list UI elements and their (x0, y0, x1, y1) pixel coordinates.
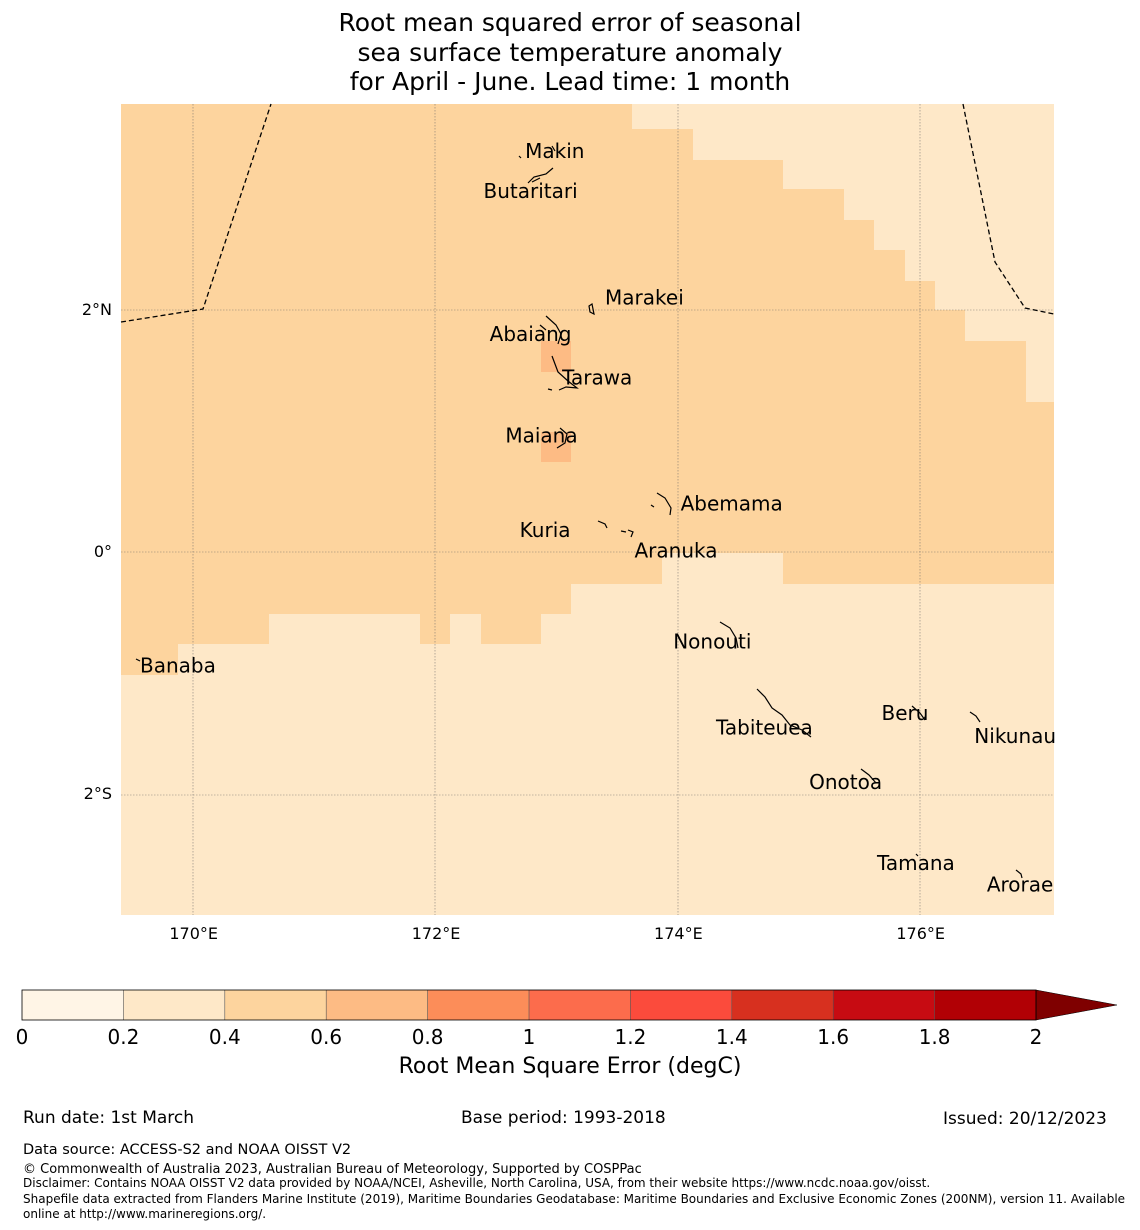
place-label-tamana: Tamana (876, 851, 955, 875)
x-tick-label: 176°E (896, 924, 946, 943)
place-label-nonouti: Nonouti (673, 629, 751, 653)
issued-date: Issued: 20/12/2023 (943, 1109, 1107, 1129)
chart-title: Root mean squared error of seasonal sea … (170, 8, 970, 97)
island-outlines (135, 145, 1023, 879)
island-aranuka (620, 529, 634, 538)
x-tick-label: 172°E (411, 924, 461, 943)
colorbar-bin (326, 990, 428, 1020)
colorbar-tick-label: 1.4 (715, 1025, 748, 1049)
y-tick-label: 2°N (81, 299, 112, 319)
island-makin (518, 145, 556, 159)
island-tabiteuea (756, 688, 812, 738)
island-arorae (1015, 869, 1023, 879)
island-abemama (650, 492, 672, 516)
colorbar-bin (630, 990, 733, 1020)
island-nikunau (969, 711, 981, 723)
place-label-arorae: Arorae (987, 873, 1053, 897)
run-date: Run date: 1st March (23, 1108, 195, 1128)
colorbar-tick-label: 0.8 (411, 1025, 444, 1049)
colorbar-tick-label: 0.2 (107, 1025, 140, 1049)
place-label-tarawa: Tarawa (561, 366, 632, 390)
colorbar-bin (22, 990, 124, 1020)
title-line-3: for April - June. Lead time: 1 month (349, 67, 791, 96)
place-label-beru: Beru (882, 701, 929, 725)
colorbar-tick-label: 1.8 (918, 1025, 951, 1049)
disclaimer: Disclaimer: Contains NOAA OISST V2 data … (23, 1176, 931, 1190)
place-label-marakei: Marakei (605, 286, 684, 310)
island-onotoa (860, 768, 877, 784)
x-tick-label: 170°E (169, 924, 219, 943)
place-label-aranuka: Aranuka (635, 539, 718, 563)
island-butaritari (527, 167, 554, 184)
x-tick-label: 174°E (654, 924, 703, 943)
shapefile-credit-2: online at http://www.marineregions.org/. (23, 1207, 267, 1221)
colorbar-bin (427, 990, 530, 1020)
place-label-onotoa: Onotoa (809, 770, 882, 794)
shapefile-credit-1: Shapefile data extracted from Flanders M… (23, 1192, 1126, 1206)
place-label-kuria: Kuria (520, 518, 571, 542)
place-label-makin: Makin (525, 139, 584, 163)
colorbar-label: Root Mean Square Error (degC) (398, 1054, 742, 1079)
y-tick-label: 2°S (83, 783, 112, 803)
island-banaba (135, 658, 141, 662)
y-tick-label: 0° (93, 541, 112, 561)
place-label-maiana: Maiana (505, 424, 577, 448)
eez-boundary-west (120, 103, 272, 323)
rmse-field-low-south (121, 553, 1054, 915)
eez-boundaries (120, 103, 1055, 323)
title-line-2: sea surface temperature anomaly (357, 37, 783, 67)
map-panel[interactable]: Makin Butaritari Marakei Abaiang Tarawa Maian… (0, 0, 1140, 960)
place-label-nikunau: Nikunau (974, 724, 1056, 748)
graticule (121, 104, 1054, 915)
colorbar-bins (22, 990, 1037, 1020)
colorbar-bin (934, 990, 1037, 1020)
island-beru (911, 705, 926, 721)
colorbar-tick-label: 1 (522, 1025, 536, 1049)
place-label-butaritari: Butaritari (484, 179, 578, 203)
colorbar-extend-arrow (1035, 989, 1118, 1021)
colorbar-tick-label: 0 (15, 1025, 29, 1049)
colorbar-tick-label: 0.6 (310, 1025, 343, 1049)
island-nonouti (719, 621, 739, 649)
copyright: © Commonwealth of Australia 2023, Austra… (23, 1162, 642, 1177)
colorbar-tick-label: 0.4 (208, 1025, 241, 1049)
colorbar-tick-label: 2 (1029, 1025, 1043, 1049)
island-abaiang (539, 315, 562, 345)
data-source: Data source: ACCESS-S2 and NOAA OISST V2 (23, 1142, 352, 1158)
place-label-abaiang: Abaiang (490, 322, 572, 346)
base-period: Base period: 1993-2018 (461, 1108, 666, 1128)
colorbar-bin (731, 990, 834, 1020)
colorbar-bin (123, 990, 226, 1020)
colorbar-tick-label: 1.2 (614, 1025, 647, 1049)
title-line-1: Root mean squared error of seasonal (338, 8, 802, 37)
island-maiana (556, 427, 568, 449)
island-kuria (597, 520, 608, 529)
colorbar-bin (529, 990, 631, 1020)
island-tarawa (547, 355, 579, 391)
colorbar-tick-label: 1.6 (817, 1025, 850, 1049)
place-label-tabiteuea: Tabiteuea (715, 715, 813, 739)
rmse-field-low-ne (632, 104, 1054, 402)
eez-boundary-east (962, 103, 1055, 315)
place-label-abemama: Abemama (681, 491, 783, 515)
island-tamana (915, 853, 919, 857)
place-label-banaba: Banaba (140, 654, 216, 678)
colorbar-bin (833, 990, 935, 1020)
island-marakei (588, 303, 595, 316)
place-labels: Makin Butaritari Marakei Abaiang Tarawa Maian… (140, 139, 1056, 897)
colorbar-outline (21, 989, 1037, 1021)
colorbar-bin (224, 990, 327, 1020)
